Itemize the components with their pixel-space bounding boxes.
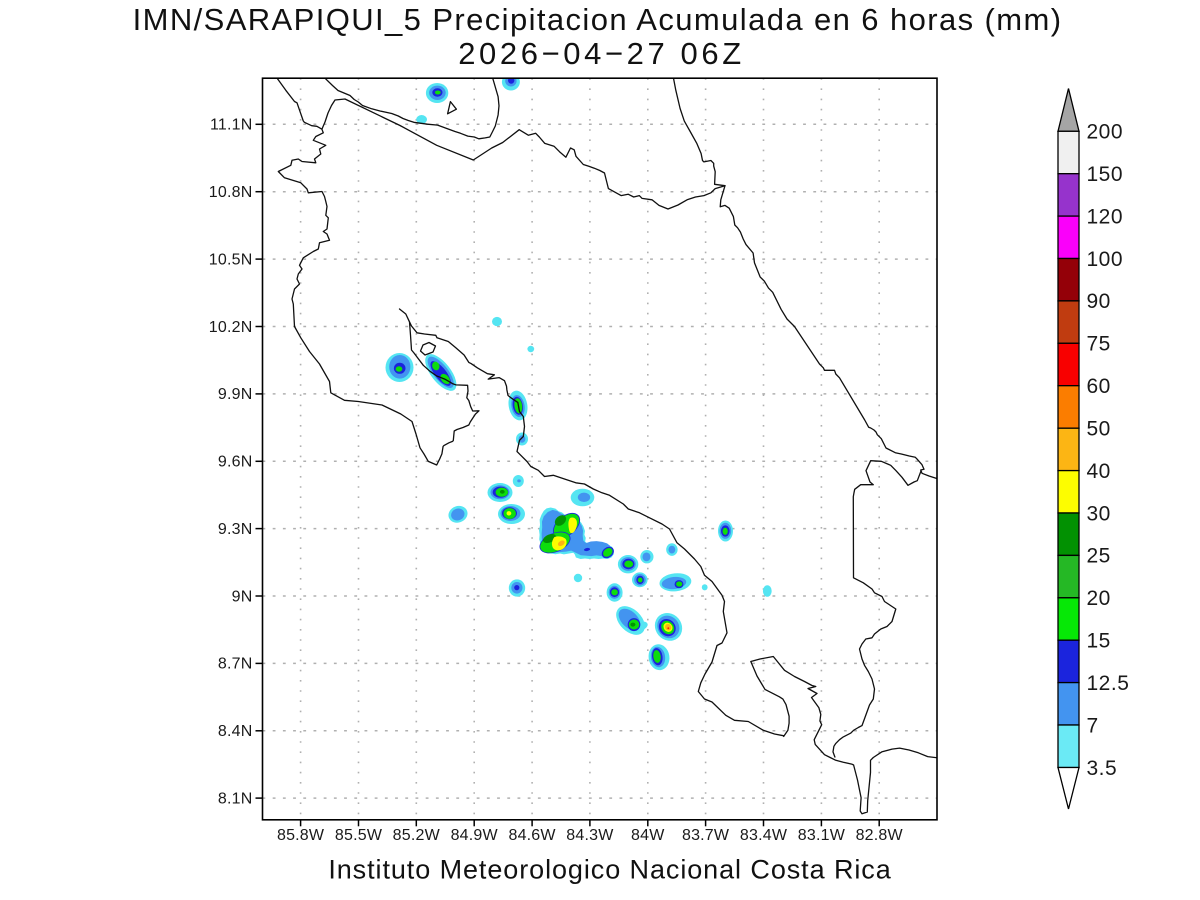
- svg-text:IMN/SARAPIQUI_5 Precipitacion: IMN/SARAPIQUI_5 Precipitacion Acumulada …: [133, 2, 1063, 37]
- svg-text:11.1N: 11.1N: [210, 117, 253, 134]
- svg-text:100: 100: [1087, 248, 1124, 271]
- svg-text:9.6N: 9.6N: [218, 454, 253, 471]
- svg-text:8.7N: 8.7N: [218, 656, 253, 673]
- svg-text:60: 60: [1087, 375, 1111, 398]
- svg-text:82.8W: 82.8W: [856, 827, 904, 844]
- svg-text:84.6W: 84.6W: [508, 827, 556, 844]
- svg-text:9N: 9N: [232, 588, 253, 605]
- svg-text:83.1W: 83.1W: [798, 827, 846, 844]
- svg-text:15: 15: [1087, 630, 1111, 653]
- svg-text:25: 25: [1087, 545, 1111, 568]
- svg-text:85.8W: 85.8W: [277, 827, 325, 844]
- svg-text:83.4W: 83.4W: [740, 827, 788, 844]
- svg-text:120: 120: [1087, 205, 1124, 228]
- svg-text:84.3W: 84.3W: [566, 827, 614, 844]
- svg-text:12.5: 12.5: [1087, 672, 1130, 695]
- svg-text:3.5: 3.5: [1087, 757, 1118, 780]
- svg-text:150: 150: [1087, 163, 1124, 186]
- svg-text:83.7W: 83.7W: [682, 827, 730, 844]
- svg-text:85.5W: 85.5W: [335, 827, 383, 844]
- svg-text:84W: 84W: [631, 827, 665, 844]
- svg-text:7: 7: [1087, 714, 1099, 737]
- svg-text:84.9W: 84.9W: [451, 827, 499, 844]
- svg-text:10.5N: 10.5N: [209, 251, 253, 268]
- svg-text:2026−04−27 06Z: 2026−04−27 06Z: [458, 36, 745, 71]
- svg-text:30: 30: [1087, 502, 1111, 525]
- svg-text:9.9N: 9.9N: [218, 386, 253, 403]
- svg-text:Instituto Meteorologico Nacion: Instituto Meteorologico Nacional Costa R…: [328, 855, 891, 885]
- svg-text:90: 90: [1087, 290, 1111, 313]
- svg-text:10.2N: 10.2N: [209, 319, 253, 336]
- svg-text:9.3N: 9.3N: [218, 521, 253, 538]
- svg-text:20: 20: [1087, 587, 1111, 610]
- svg-text:8.1N: 8.1N: [218, 790, 253, 807]
- svg-text:10.8N: 10.8N: [209, 184, 253, 201]
- svg-text:50: 50: [1087, 418, 1111, 441]
- svg-text:85.2W: 85.2W: [393, 827, 441, 844]
- svg-text:200: 200: [1087, 121, 1124, 144]
- svg-text:40: 40: [1087, 460, 1111, 483]
- svg-text:8.4N: 8.4N: [218, 723, 253, 740]
- svg-text:75: 75: [1087, 333, 1111, 356]
